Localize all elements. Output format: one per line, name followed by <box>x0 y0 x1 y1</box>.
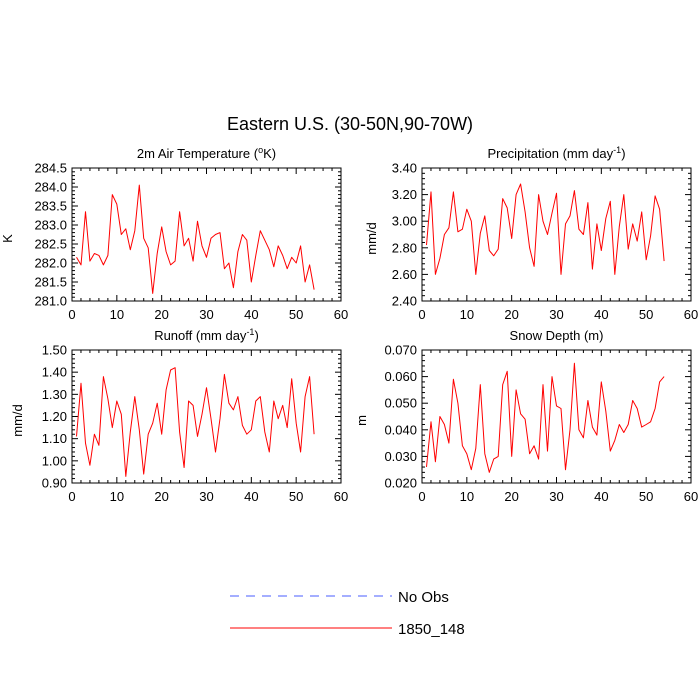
y-tick-label: 283.5 <box>34 199 67 214</box>
y-tick-label: 1.40 <box>42 365 67 380</box>
x-tick-label: 40 <box>244 307 258 322</box>
panel-1: 2m Air Temperature (oK) 0 10 20 30 40 50 60 281.… <box>0 145 348 322</box>
x-tick-label: 30 <box>549 307 563 322</box>
x-tick-label: 30 <box>199 307 213 322</box>
x-tick-label: 40 <box>594 307 608 322</box>
y-tick-label: 3.20 <box>392 187 417 202</box>
plot-frame <box>71 349 342 484</box>
x-tick-label: 30 <box>549 489 563 504</box>
y-tick-label: 0.050 <box>384 396 417 411</box>
x-tick-label: 0 <box>68 307 75 322</box>
x-tick-label: 60 <box>684 489 698 504</box>
x-tick-label: 10 <box>460 307 474 322</box>
series-line-1850_148 <box>76 184 315 294</box>
y-tick-label: 1.20 <box>42 409 67 424</box>
y-tick-label: 1.50 <box>42 343 67 358</box>
y-tick-label: 0.060 <box>384 369 417 384</box>
y-tick-label: 283.0 <box>34 218 67 233</box>
x-tick-label: 0 <box>68 489 75 504</box>
y-tick-label: 2.40 <box>392 294 417 309</box>
x-tick-label: 30 <box>199 489 213 504</box>
x-tick-label: 60 <box>334 307 348 322</box>
panel-2: Precipitation (mm day-1) 0 10 20 30 40 50 60 2.4… <box>364 145 698 322</box>
legend: No Obs 1850_148 <box>230 589 465 638</box>
panel-4: Snow Depth (m) 0 10 20 30 40 50 60 0.020 0.030 0.0… <box>354 328 698 504</box>
legend-label-model: 1850_148 <box>398 621 465 638</box>
x-tick-label: 10 <box>460 489 474 504</box>
x-tick-label: 40 <box>244 489 258 504</box>
y-tick-label: 0.030 <box>384 449 417 464</box>
x-tick-label: 20 <box>504 307 518 322</box>
panel-title: Precipitation (mm day-1) <box>487 145 625 161</box>
panel-title: Snow Depth (m) <box>510 328 604 343</box>
y-tick-label: 0.040 <box>384 422 417 437</box>
y-tick-label: 282.0 <box>34 256 67 271</box>
series-line-1850_148 <box>76 367 315 477</box>
y-axis-label: m <box>354 415 369 426</box>
x-tick-label: 0 <box>418 307 425 322</box>
panel-3: Runoff (mm day-1) 0 10 20 30 40 50 60 0.90 1.00 1.… <box>10 327 348 504</box>
x-tick-label: 60 <box>684 307 698 322</box>
x-tick-label: 20 <box>154 307 168 322</box>
x-tick-label: 10 <box>110 307 124 322</box>
x-tick-label: 0 <box>418 489 425 504</box>
panel-title: Runoff (mm day-1) <box>154 327 259 343</box>
legend-label-no-obs: No Obs <box>398 589 449 606</box>
y-tick-label: 0.070 <box>384 343 417 358</box>
x-tick-label: 50 <box>639 489 653 504</box>
y-tick-label: 284.5 <box>34 161 67 176</box>
x-tick-label: 10 <box>110 489 124 504</box>
x-tick-label: 50 <box>289 307 303 322</box>
panel-grid: 2m Air Temperature (oK) 0 10 20 30 40 50 60 281.… <box>0 145 698 504</box>
x-tick-label: 40 <box>594 489 608 504</box>
y-tick-label: 1.00 <box>42 453 67 468</box>
x-tick-label: 20 <box>504 489 518 504</box>
y-tick-label: 1.30 <box>42 387 67 402</box>
y-axis-label: mm/d <box>10 404 25 437</box>
figure-title: Eastern U.S. (30-50N,90-70W) <box>227 114 473 134</box>
y-tick-label: 284.0 <box>34 180 67 195</box>
series-line-1850_148 <box>426 362 665 473</box>
x-tick-label: 50 <box>289 489 303 504</box>
y-tick-label: 1.10 <box>42 431 67 446</box>
y-tick-label: 281.5 <box>34 275 67 290</box>
y-tick-label: 0.90 <box>42 476 67 491</box>
y-tick-label: 2.60 <box>392 267 417 282</box>
x-tick-label: 60 <box>334 489 348 504</box>
x-tick-label: 20 <box>154 489 168 504</box>
series-line-1850_148 <box>426 183 665 275</box>
y-tick-label: 3.40 <box>392 161 417 176</box>
panel-title: 2m Air Temperature (oK) <box>137 145 276 161</box>
plot-frame <box>71 167 342 302</box>
y-tick-label: 281.0 <box>34 294 67 309</box>
y-tick-label: 3.00 <box>392 214 417 229</box>
x-tick-label: 50 <box>639 307 653 322</box>
y-tick-label: 2.80 <box>392 240 417 255</box>
plot-frame <box>421 349 692 484</box>
y-axis-label: mm/d <box>364 222 379 255</box>
y-axis-label: K <box>0 234 15 243</box>
y-tick-label: 282.5 <box>34 237 67 252</box>
y-tick-label: 0.020 <box>384 476 417 491</box>
